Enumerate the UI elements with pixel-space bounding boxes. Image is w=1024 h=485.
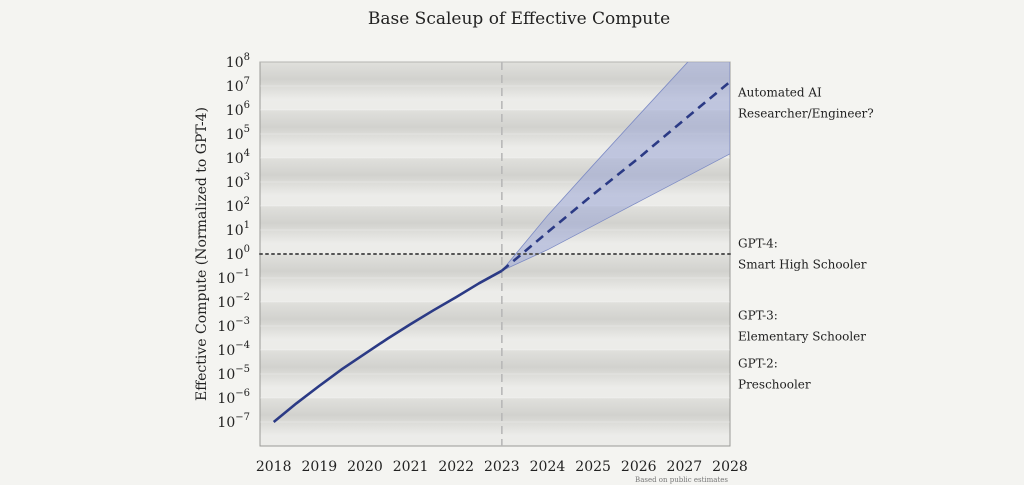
decade-stripe bbox=[260, 302, 730, 341]
x-tick-label: 2026 bbox=[621, 459, 657, 475]
y-tick-base: 10 bbox=[226, 247, 244, 263]
y-tick-base: 10 bbox=[226, 199, 244, 215]
y-tick-label: 10−3 bbox=[217, 316, 250, 335]
y-tick-exponent: −4 bbox=[235, 340, 250, 351]
y-tick-exponent: 7 bbox=[244, 76, 250, 87]
y-tick-base: 10 bbox=[217, 391, 235, 407]
chart-title: Base Scaleup of Effective Compute bbox=[368, 9, 670, 29]
y-tick-exponent: −7 bbox=[235, 412, 250, 423]
annotation-text: Researcher/Engineer? bbox=[738, 106, 874, 120]
y-tick-base: 10 bbox=[226, 223, 244, 239]
annotation-text: GPT-4: bbox=[738, 237, 778, 251]
y-tick-exponent: 6 bbox=[244, 100, 250, 111]
x-tick-label: 2022 bbox=[438, 459, 474, 475]
y-tick-exponent: 8 bbox=[244, 52, 250, 63]
band-area bbox=[501, 62, 730, 272]
y-tick-exponent: −3 bbox=[235, 316, 250, 327]
y-tick-label: 10−6 bbox=[217, 388, 250, 407]
decade-stripe bbox=[260, 206, 730, 245]
y-tick-exponent: 1 bbox=[244, 220, 250, 231]
decade-stripe bbox=[260, 398, 730, 437]
uncertainty-band bbox=[501, 62, 730, 272]
y-tick-label: 10−4 bbox=[217, 340, 250, 359]
annotation-text: Elementary Schooler bbox=[738, 330, 866, 344]
y-tick-base: 10 bbox=[217, 343, 235, 359]
y-tick-exponent: −5 bbox=[235, 364, 250, 375]
annotation-text: Smart High Schooler bbox=[738, 258, 867, 272]
y-tick-label: 10−7 bbox=[217, 412, 250, 431]
y-tick-base: 10 bbox=[217, 319, 235, 335]
y-tick-exponent: 0 bbox=[244, 244, 250, 255]
y-tick-base: 10 bbox=[226, 127, 244, 143]
annotation-text: Preschooler bbox=[738, 378, 811, 392]
x-tick-label: 2028 bbox=[712, 459, 748, 475]
historical-line bbox=[272, 269, 503, 424]
y-axis-label: Effective Compute (Normalized to GPT-4) bbox=[194, 107, 210, 401]
x-tick-label: 2021 bbox=[393, 459, 429, 475]
x-tick-label: 2023 bbox=[484, 459, 520, 475]
y-tick-label: 106 bbox=[226, 100, 250, 119]
projected-line bbox=[500, 80, 730, 272]
y-tick-label: 100 bbox=[226, 244, 250, 263]
x-axis-ticks: 2018 2019 2020 2021 2022 2023 2024 2025 2026 2027… bbox=[256, 459, 748, 475]
x-tick-label: 2018 bbox=[256, 459, 292, 475]
y-axis-ticks: 10810710610510410310210110010−110−210−31… bbox=[217, 52, 250, 431]
y-tick-label: 10−1 bbox=[217, 268, 250, 287]
x-tick-label: 2024 bbox=[530, 459, 566, 475]
y-tick-base: 10 bbox=[226, 175, 244, 191]
y-tick-label: 10−2 bbox=[217, 292, 250, 311]
y-tick-base: 10 bbox=[226, 79, 244, 95]
y-tick-label: 10−5 bbox=[217, 364, 250, 383]
y-tick-base: 10 bbox=[217, 367, 235, 383]
y-tick-label: 105 bbox=[226, 124, 250, 143]
y-tick-exponent: −1 bbox=[235, 268, 250, 279]
annotation-text: GPT-3: bbox=[738, 309, 778, 323]
decade-stripe bbox=[260, 350, 730, 389]
y-tick-exponent: −2 bbox=[235, 292, 250, 303]
annotation-text: GPT-2: bbox=[738, 357, 778, 371]
x-tick-label: 2019 bbox=[302, 459, 338, 475]
y-tick-exponent: 3 bbox=[244, 172, 250, 183]
annotation-text: Automated AI bbox=[737, 85, 822, 99]
annotations: Automated AI Researcher/Engineer? GPT-4: Sm… bbox=[737, 85, 874, 391]
y-tick-exponent: −6 bbox=[235, 388, 250, 399]
y-tick-label: 101 bbox=[226, 220, 250, 239]
y-tick-label: 104 bbox=[226, 148, 250, 167]
y-tick-base: 10 bbox=[217, 295, 235, 311]
x-tick-label: 2027 bbox=[667, 459, 703, 475]
y-tick-exponent: 5 bbox=[244, 124, 250, 135]
y-tick-label: 107 bbox=[226, 76, 250, 95]
y-tick-base: 10 bbox=[226, 151, 244, 167]
x-tick-label: 2025 bbox=[575, 459, 611, 475]
y-tick-exponent: 2 bbox=[244, 196, 250, 207]
y-tick-label: 103 bbox=[226, 172, 250, 191]
y-tick-exponent: 4 bbox=[244, 148, 250, 159]
decade-stripe bbox=[260, 62, 730, 101]
series-lines bbox=[272, 80, 730, 424]
y-tick-label: 108 bbox=[226, 52, 250, 71]
y-tick-base: 10 bbox=[226, 103, 244, 119]
source-note: Based on public estimates bbox=[635, 476, 728, 484]
y-tick-base: 10 bbox=[217, 415, 235, 431]
x-tick-label: 2020 bbox=[347, 459, 383, 475]
y-tick-label: 102 bbox=[226, 196, 250, 215]
y-tick-base: 10 bbox=[226, 55, 244, 71]
y-tick-base: 10 bbox=[217, 271, 235, 287]
